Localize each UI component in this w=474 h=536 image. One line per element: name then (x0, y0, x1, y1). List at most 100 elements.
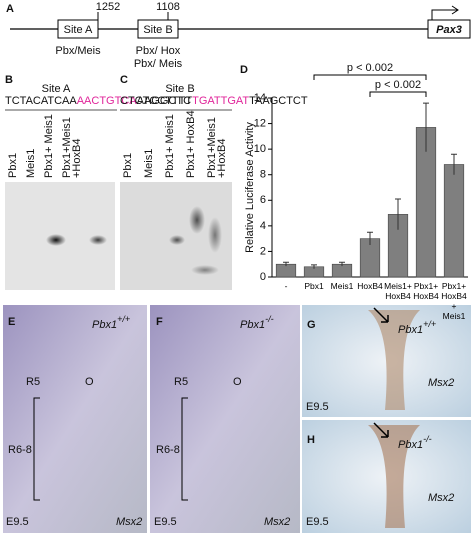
x-tick-label: HoxB4 (357, 281, 383, 291)
panel-label: C (120, 74, 128, 86)
genotype-label: Pbx1+/+ (92, 314, 130, 331)
lane-label: Meis1 (25, 149, 37, 178)
y-tick-label: 14 (254, 92, 266, 104)
genotype: -/- (265, 314, 274, 324)
tss-arrow (431, 5, 459, 20)
panel-label: H (307, 434, 315, 446)
region-label: O (85, 376, 94, 388)
gel-band (208, 217, 222, 253)
y-tick-label: 4 (260, 220, 266, 232)
y-axis-label: Relative Luciferase Activity (244, 122, 256, 253)
gel-band (169, 235, 185, 245)
site-name: Site B (165, 83, 194, 95)
y-tick-label: 12 (254, 117, 266, 129)
error-bar (395, 198, 401, 230)
lane-label: Pbx1+Meis1 (61, 117, 73, 178)
x-tick-label: Meis1+ HoxB4 (384, 281, 412, 301)
neural-tube (368, 310, 420, 410)
significance-bracket (369, 91, 427, 97)
panel-label: E (8, 316, 15, 328)
x-tick-label: Pbx1+ HoxB4 + Meis1 (441, 281, 467, 321)
error-bar (311, 264, 317, 269)
lane-label: Pbx1+ HoxB4 (185, 110, 197, 178)
lane-label: +HoxB4 (216, 139, 228, 178)
probe-label: Msx2 (116, 516, 142, 528)
y-tick-label: 2 (260, 245, 266, 257)
x-tick-label: - (284, 281, 288, 291)
stage-label: E9.5 (154, 516, 177, 528)
error-bar (283, 261, 289, 267)
lane-label: Pbx1+ Meis1 (43, 114, 55, 178)
genotype-label: Pbx1-/- (240, 314, 274, 331)
error-bar (451, 153, 457, 175)
embryo-image (3, 305, 147, 533)
lane-label: Pbx1+ Meis1 (164, 114, 176, 178)
arrow (373, 307, 389, 323)
probe-label: Msx2 (428, 377, 454, 389)
significance-label: p < 0.002 (347, 62, 393, 74)
genotype-label: Pbx1+/+ (398, 319, 436, 336)
error-bar (367, 231, 373, 246)
genotype: +/+ (117, 314, 130, 324)
probe-label: Msx2 (264, 516, 290, 528)
sequence-part: TAAGCTCT (249, 95, 308, 107)
sequence: TCTACATCAAAACTGTCAAAGGCTC (5, 95, 191, 107)
error-bar (339, 261, 345, 267)
region-label: R5 (26, 376, 40, 388)
probe-label: Msx2 (428, 492, 454, 504)
x-tick-label: Meis1 (330, 281, 354, 291)
gel-band (189, 206, 205, 234)
panel-label: B (5, 74, 13, 86)
sequence-part: TGATTGAT (192, 95, 249, 107)
site-position: 1108 (156, 1, 180, 13)
stage-label: E9.5 (6, 516, 29, 528)
gene-name: Pbx1 (92, 319, 117, 331)
significance-bracket (313, 74, 427, 80)
genotype: -/- (423, 434, 432, 444)
gene-name: Pax3 (436, 24, 462, 36)
arrow (373, 422, 389, 438)
region-bracket (181, 397, 188, 501)
genotype: +/+ (423, 319, 436, 329)
lane-label: +HoxB4 (71, 139, 83, 178)
lane-label: Pbx1 (7, 153, 19, 178)
region-label: O (233, 376, 242, 388)
sequence-part: AAGGCTC (137, 95, 191, 107)
lane-label: Meis1 (143, 149, 155, 178)
lane-label: Pbx1 (122, 153, 134, 178)
stage-label: E9.5 (306, 516, 329, 528)
y-tick-label: 8 (260, 169, 266, 181)
gene-box (427, 19, 471, 39)
neural-tube (368, 425, 420, 528)
panel-label: G (307, 319, 316, 331)
y-tick-label: 6 (260, 194, 266, 206)
region-label: R5 (174, 376, 188, 388)
embryo-image (150, 305, 300, 533)
bar (443, 164, 465, 278)
site-motif: Pbx/ Hox (136, 45, 181, 57)
gene-name: Pbx1 (240, 319, 265, 331)
site-name: Site B (143, 24, 172, 36)
region-label: R6-8 (156, 444, 180, 456)
stage-label: E9.5 (306, 401, 329, 413)
site-motif: Pbx/ Meis (134, 58, 183, 70)
site-box (57, 19, 99, 39)
gel-band (46, 234, 66, 246)
gene-name: Pbx1 (398, 324, 423, 336)
gel-band (191, 265, 219, 275)
site-name: Site A (42, 83, 71, 95)
x-tick-label: Pbx1+ HoxB4 (413, 281, 439, 301)
genotype-label: Pbx1-/- (398, 434, 432, 451)
significance-label: p < 0.002 (375, 79, 421, 91)
region-label: R6-8 (8, 444, 32, 456)
panel-label: A (6, 3, 14, 15)
x-tick-label: Pbx1 (304, 281, 324, 291)
panel-label: F (156, 316, 163, 328)
gel-band (89, 235, 107, 245)
error-bar (423, 102, 429, 152)
site-position: 1252 (96, 1, 120, 13)
site-motif: Pbx/Meis (55, 45, 101, 57)
site-box (137, 19, 179, 39)
